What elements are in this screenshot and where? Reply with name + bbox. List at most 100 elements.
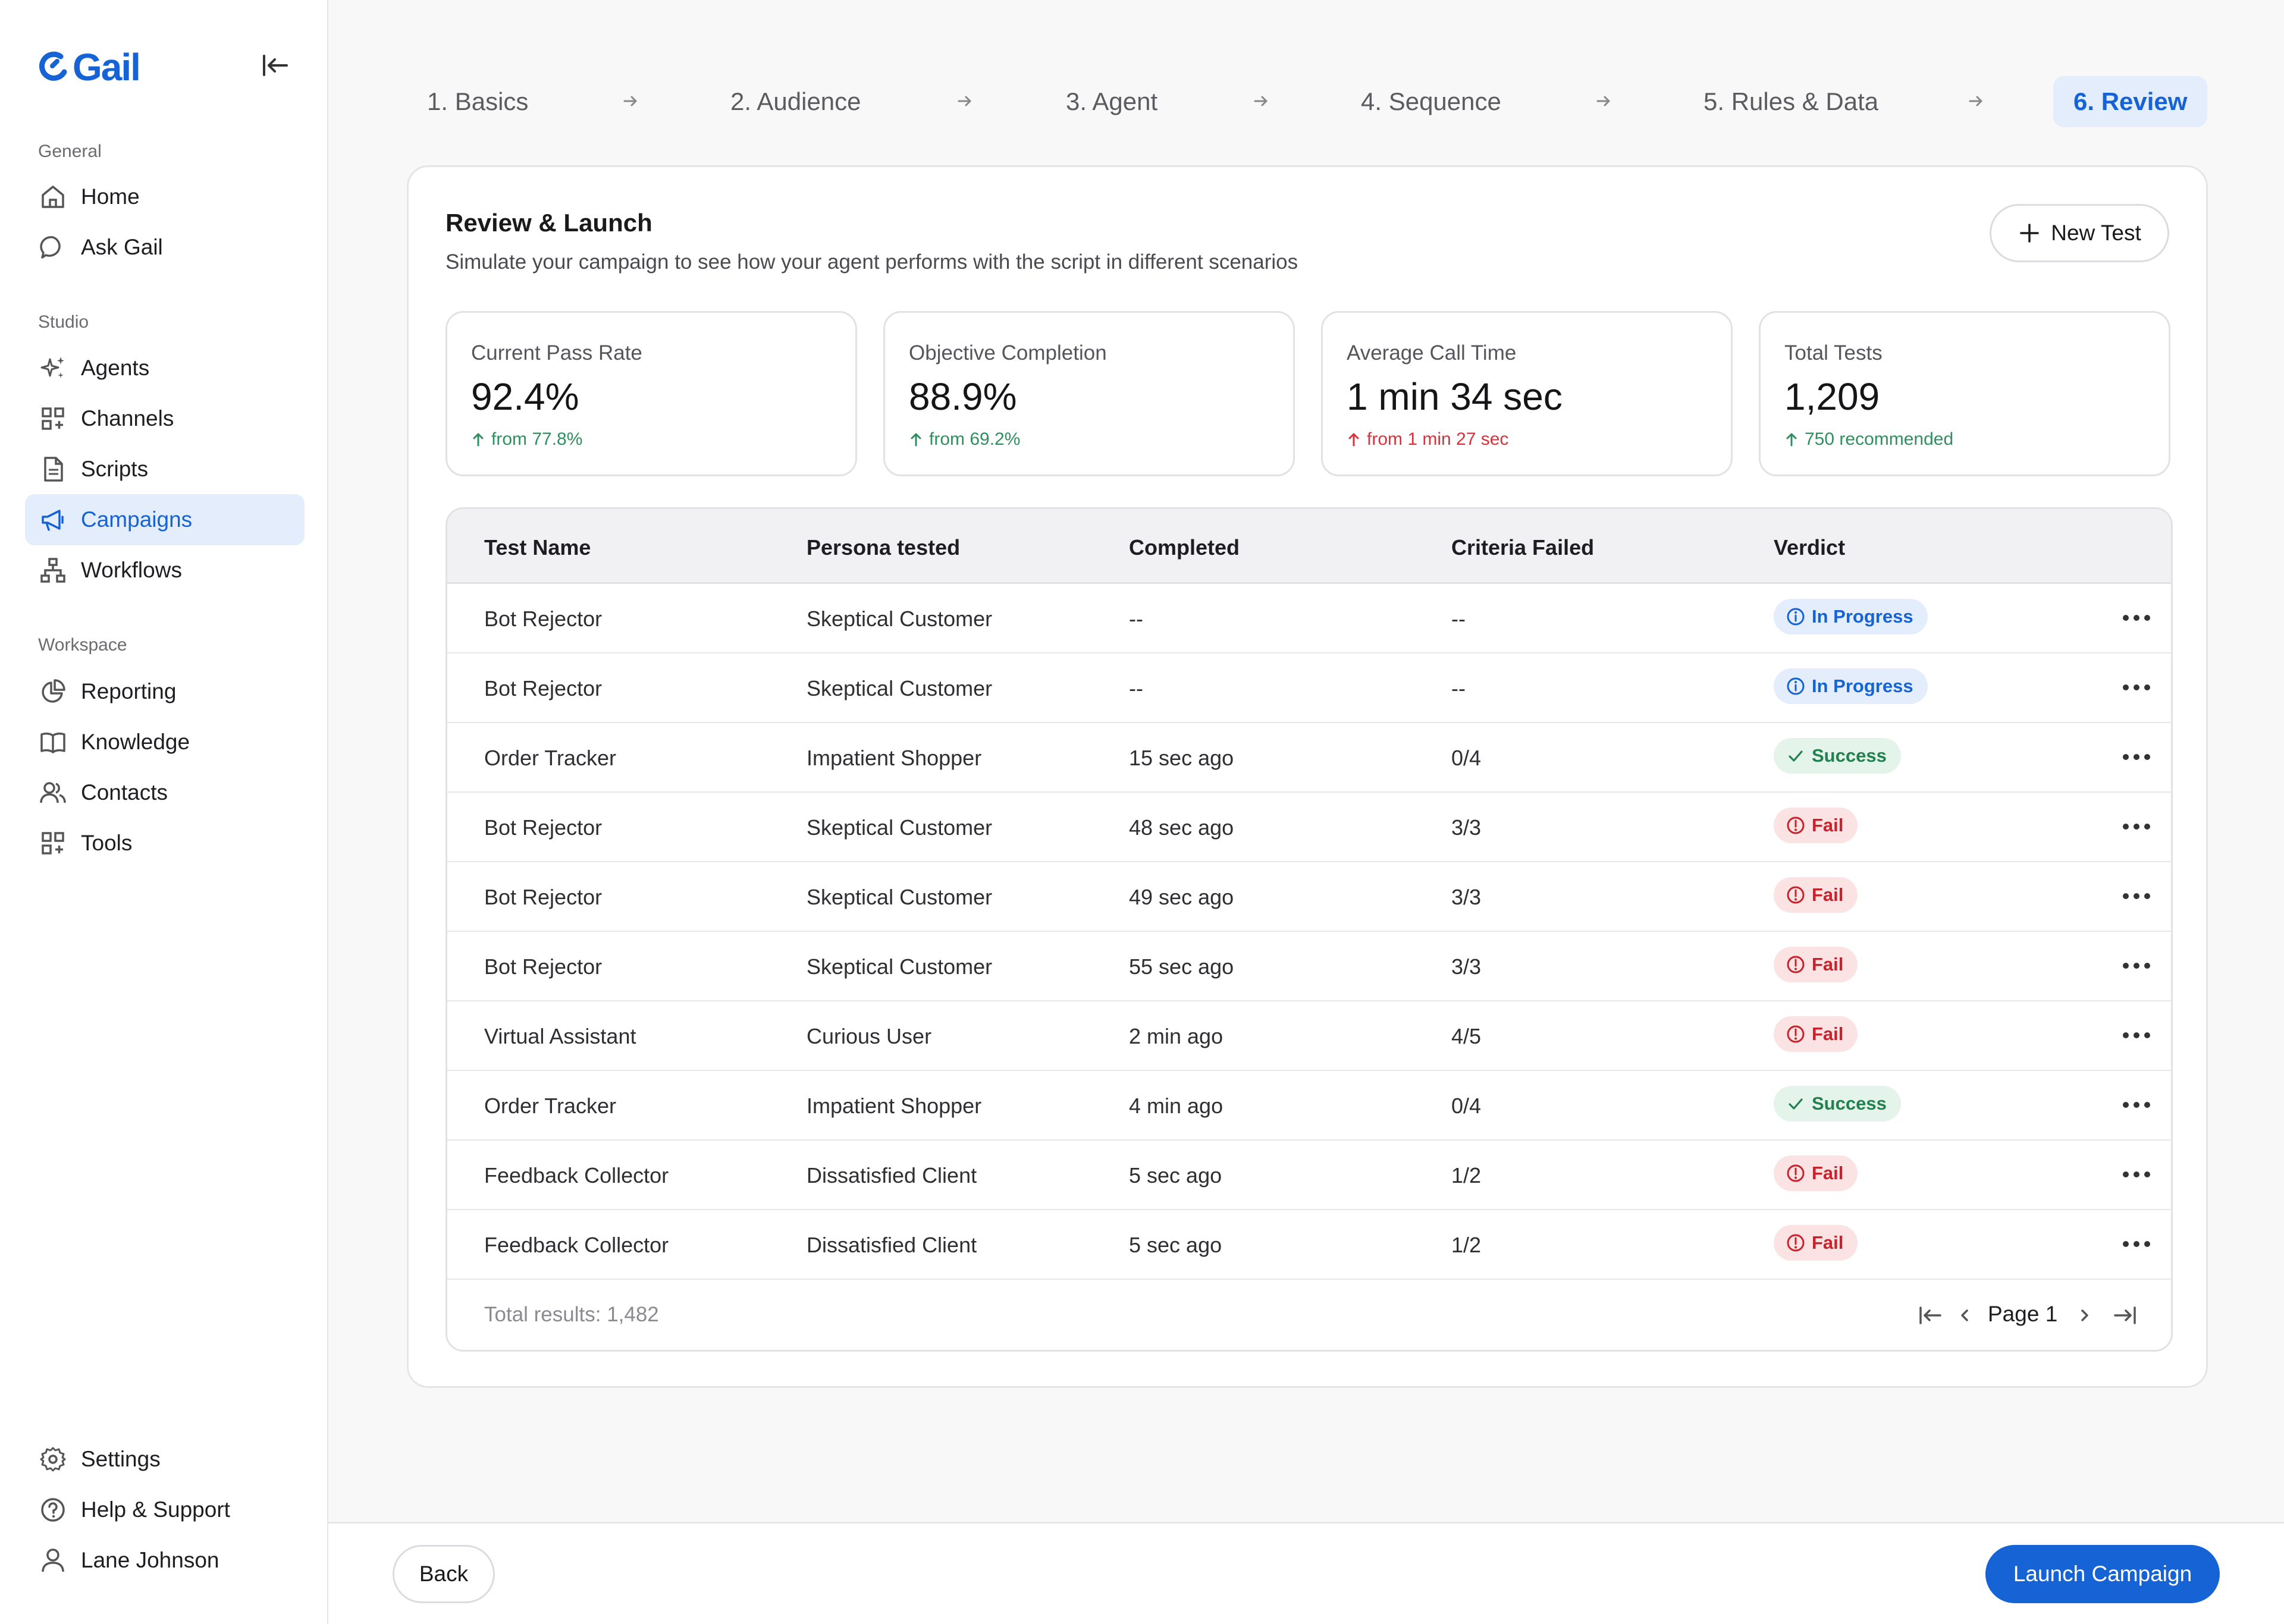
column-header-persona[interactable]: Persona tested — [807, 535, 961, 560]
sidebar-item-home[interactable]: Home — [25, 171, 305, 222]
row-more-button[interactable] — [2119, 606, 2154, 630]
step-rules-data[interactable]: 5. Rules & Data — [1703, 87, 1879, 115]
column-header-criteria-failed[interactable]: Criteria Failed — [1451, 535, 1595, 560]
cell-criteria-failed: 3/3 — [1451, 815, 1482, 840]
back-button[interactable]: Back — [393, 1545, 495, 1603]
alert-circle-icon — [1787, 1234, 1805, 1252]
section-label-workspace: Workspace — [38, 635, 127, 655]
row-more-button[interactable] — [2119, 676, 2154, 699]
section-label-general: General — [38, 142, 102, 161]
alert-circle-icon — [1787, 886, 1805, 904]
table-header: Test Name Persona tested Completed Crite… — [447, 509, 2171, 584]
cell-persona: Skeptical Customer — [807, 676, 993, 701]
cell-completed: -- — [1129, 676, 1143, 701]
check-icon — [1789, 1098, 1803, 1110]
row-more-button[interactable] — [2119, 745, 2154, 769]
step-audience[interactable]: 2. Audience — [730, 87, 861, 115]
sidebar-item-campaigns[interactable]: Campaigns — [25, 494, 305, 545]
cell-criteria-failed: 4/5 — [1451, 1024, 1482, 1048]
next-page-button[interactable] — [2076, 1301, 2094, 1330]
sidebar-item-label: Home — [81, 184, 140, 209]
more-horizontal-icon — [2123, 1032, 2150, 1038]
first-page-icon — [1919, 1306, 1941, 1324]
cell-completed: 55 sec ago — [1129, 954, 1234, 979]
stat-value: 88.9% — [909, 375, 1017, 418]
stat-card-objective-completion: Objective Completion 88.9% from 69.2% — [883, 311, 1295, 476]
stat-delta: 750 recommended — [1784, 429, 1953, 450]
collapse-left-icon — [263, 55, 288, 76]
sidebar-item-tools[interactable]: Tools — [25, 818, 305, 869]
step-basics[interactable]: 1. Basics — [427, 87, 529, 115]
column-header-verdict[interactable]: Verdict — [1774, 535, 1846, 560]
table-row[interactable]: Bot Rejector Skeptical Customer 55 sec ago… — [447, 932, 2171, 1001]
sidebar-item-reporting[interactable]: Reporting — [25, 666, 305, 717]
sidebar-item-channels[interactable]: Channels — [25, 393, 305, 444]
stat-label: Average Call Time — [1347, 341, 1517, 365]
sidebar-item-settings[interactable]: Settings — [25, 1434, 305, 1485]
collapse-sidebar-button[interactable] — [258, 49, 291, 82]
more-horizontal-icon — [2123, 824, 2150, 830]
verdict-badge: In Progress — [1774, 668, 1928, 704]
table-row[interactable]: Bot Rejector Skeptical Customer 49 sec ago… — [447, 862, 2171, 932]
sidebar-item-workflows[interactable]: Workflows — [25, 545, 305, 596]
row-more-button[interactable] — [2119, 1023, 2154, 1047]
step-agent[interactable]: 3. Agent — [1066, 87, 1158, 115]
table-row[interactable]: Virtual Assistant Curious User 2 min ago 4/… — [447, 1001, 2171, 1071]
column-header-test-name[interactable]: Test Name — [484, 535, 591, 560]
column-header-completed[interactable]: Completed — [1129, 535, 1240, 560]
cell-completed: -- — [1129, 607, 1143, 631]
cell-persona: Impatient Shopper — [807, 1094, 982, 1118]
stat-card-total-tests: Total Tests 1,209 750 recommended — [1759, 311, 2170, 476]
sidebar-item-knowledge[interactable]: Knowledge — [25, 717, 305, 768]
cell-criteria-failed: -- — [1451, 676, 1466, 701]
new-test-button[interactable]: New Test — [1990, 204, 2169, 262]
arrow-right-icon — [623, 96, 637, 106]
table-row[interactable]: Bot Rejector Skeptical Customer 48 sec ago… — [447, 793, 2171, 862]
sidebar-item-ask-gail[interactable]: Ask Gail — [25, 222, 305, 273]
table-row[interactable]: Bot Rejector Skeptical Customer -- -- In Pro… — [447, 654, 2171, 723]
launch-campaign-button[interactable]: Launch Campaign — [1985, 1545, 2220, 1603]
sidebar-item-user-profile[interactable]: Lane Johnson — [25, 1535, 305, 1586]
sidebar-item-agents[interactable]: Agents — [25, 343, 305, 394]
row-more-button[interactable] — [2119, 815, 2154, 838]
stat-delta: from 69.2% — [909, 429, 1020, 450]
first-page-button[interactable] — [1915, 1301, 1945, 1330]
step-review[interactable]: 6. Review — [2053, 76, 2208, 127]
total-results: Total results: 1,482 — [484, 1303, 659, 1326]
user-icon — [42, 1548, 64, 1572]
sidebar-item-contacts[interactable]: Contacts — [25, 767, 305, 818]
table-row[interactable]: Order Tracker Impatient Shopper 15 sec ago… — [447, 723, 2171, 793]
more-horizontal-icon — [2123, 615, 2150, 621]
row-more-button[interactable] — [2119, 954, 2154, 978]
sidebar-item-label: Contacts — [81, 780, 168, 805]
row-more-button[interactable] — [2119, 884, 2154, 908]
arrow-right-icon — [1596, 96, 1610, 106]
previous-page-button[interactable] — [1956, 1301, 1974, 1330]
verdict-label: Fail — [1812, 954, 1844, 975]
cell-criteria-failed: 0/4 — [1451, 1094, 1482, 1118]
chat-bubble-icon — [40, 236, 61, 259]
more-horizontal-icon — [2123, 963, 2150, 969]
last-page-button[interactable] — [2110, 1301, 2140, 1330]
cell-completed: 15 sec ago — [1129, 746, 1234, 770]
sidebar-item-help-support[interactable]: Help & Support — [25, 1484, 305, 1535]
sidebar-item-scripts[interactable]: Scripts — [25, 444, 305, 495]
verdict-badge: Fail — [1774, 947, 1858, 982]
verdict-label: Fail — [1812, 1023, 1844, 1044]
verdict-label: Success — [1812, 1093, 1887, 1114]
table-row[interactable]: Feedback Collector Dissatisfied Client 5 s… — [447, 1141, 2171, 1210]
sidebar-item-label: Settings — [81, 1447, 161, 1471]
row-more-button[interactable] — [2119, 1163, 2154, 1186]
table-row[interactable]: Bot Rejector Skeptical Customer -- -- In Pro… — [447, 584, 2171, 654]
table-row[interactable]: Order Tracker Impatient Shopper 4 min ago 0… — [447, 1071, 2171, 1141]
brand-logo[interactable]: Gail — [37, 45, 141, 89]
sidebar-item-label: Workflows — [81, 558, 182, 582]
step-sequence[interactable]: 4. Sequence — [1361, 87, 1501, 115]
home-icon — [42, 186, 64, 208]
table-row[interactable]: Feedback Collector Dissatisfied Client 5 s… — [447, 1210, 2171, 1280]
sidebar-item-label: Reporting — [81, 679, 177, 703]
sidebar-item-label: Campaigns — [81, 507, 193, 532]
gear-icon — [40, 1447, 66, 1472]
row-more-button[interactable] — [2119, 1232, 2154, 1256]
row-more-button[interactable] — [2119, 1093, 2154, 1117]
